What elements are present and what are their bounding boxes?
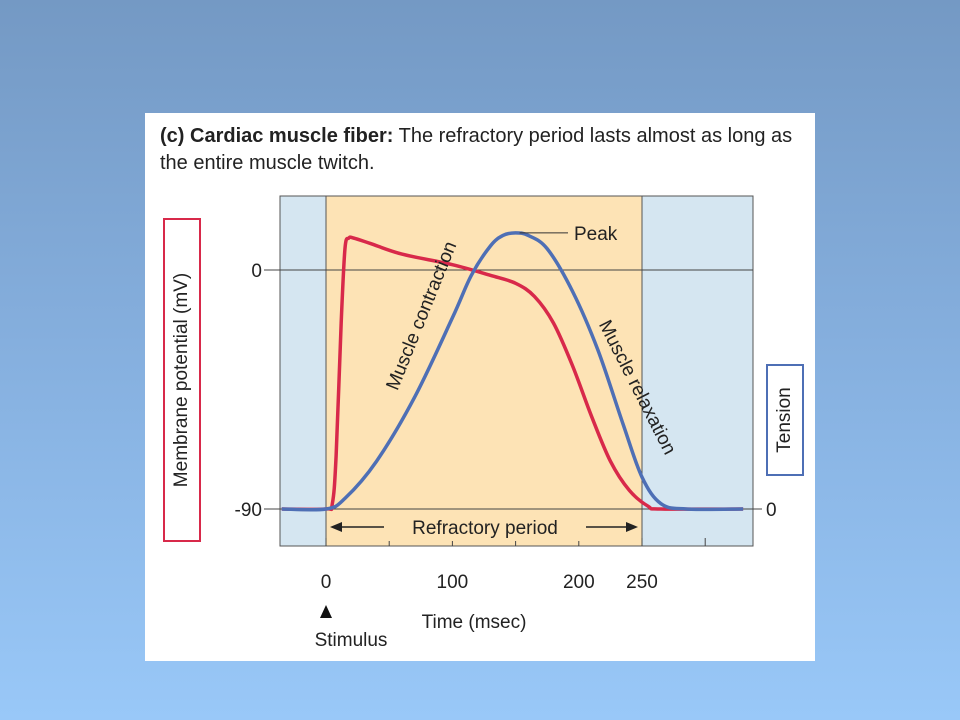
- y2-tick-label: 0: [766, 500, 777, 521]
- refractory-arrow-left-head: [330, 522, 342, 532]
- refractory-label: Refractory period: [412, 518, 558, 539]
- caption-bold: (c) Cardiac muscle fiber:: [160, 125, 394, 147]
- x-tick-label: 0: [321, 572, 332, 593]
- caption-text: The refractory period lasts almost as lo…: [160, 125, 793, 174]
- y2-axis-label-box: Tension: [766, 364, 804, 476]
- y-axis-label: Membrane potential (mV): [171, 272, 192, 488]
- stimulus-label: Stimulus: [315, 630, 388, 651]
- refractory-label-bg: [385, 513, 585, 541]
- stimulus-triangle: [320, 605, 332, 618]
- refractory-arrow-right-head: [626, 522, 638, 532]
- refractory-window: [325, 195, 643, 547]
- x-tick-label: 200: [563, 572, 595, 593]
- y-tick-label: 0: [251, 261, 262, 282]
- x-tick-label: 100: [437, 572, 469, 593]
- x-tick-label: 250: [626, 572, 658, 593]
- series-tension: [281, 231, 744, 512]
- y-tick-label: -90: [235, 500, 262, 521]
- x-axis-label: Time (msec): [422, 612, 527, 633]
- y2-axis-label: Tension: [774, 387, 795, 453]
- series-membrane-potential: [281, 235, 744, 512]
- peak-label: Peak: [574, 224, 618, 245]
- figure-caption: (c) Cardiac muscle fiber: The refractory…: [160, 123, 800, 177]
- y-axis-label-box: Membrane potential (mV): [163, 218, 201, 542]
